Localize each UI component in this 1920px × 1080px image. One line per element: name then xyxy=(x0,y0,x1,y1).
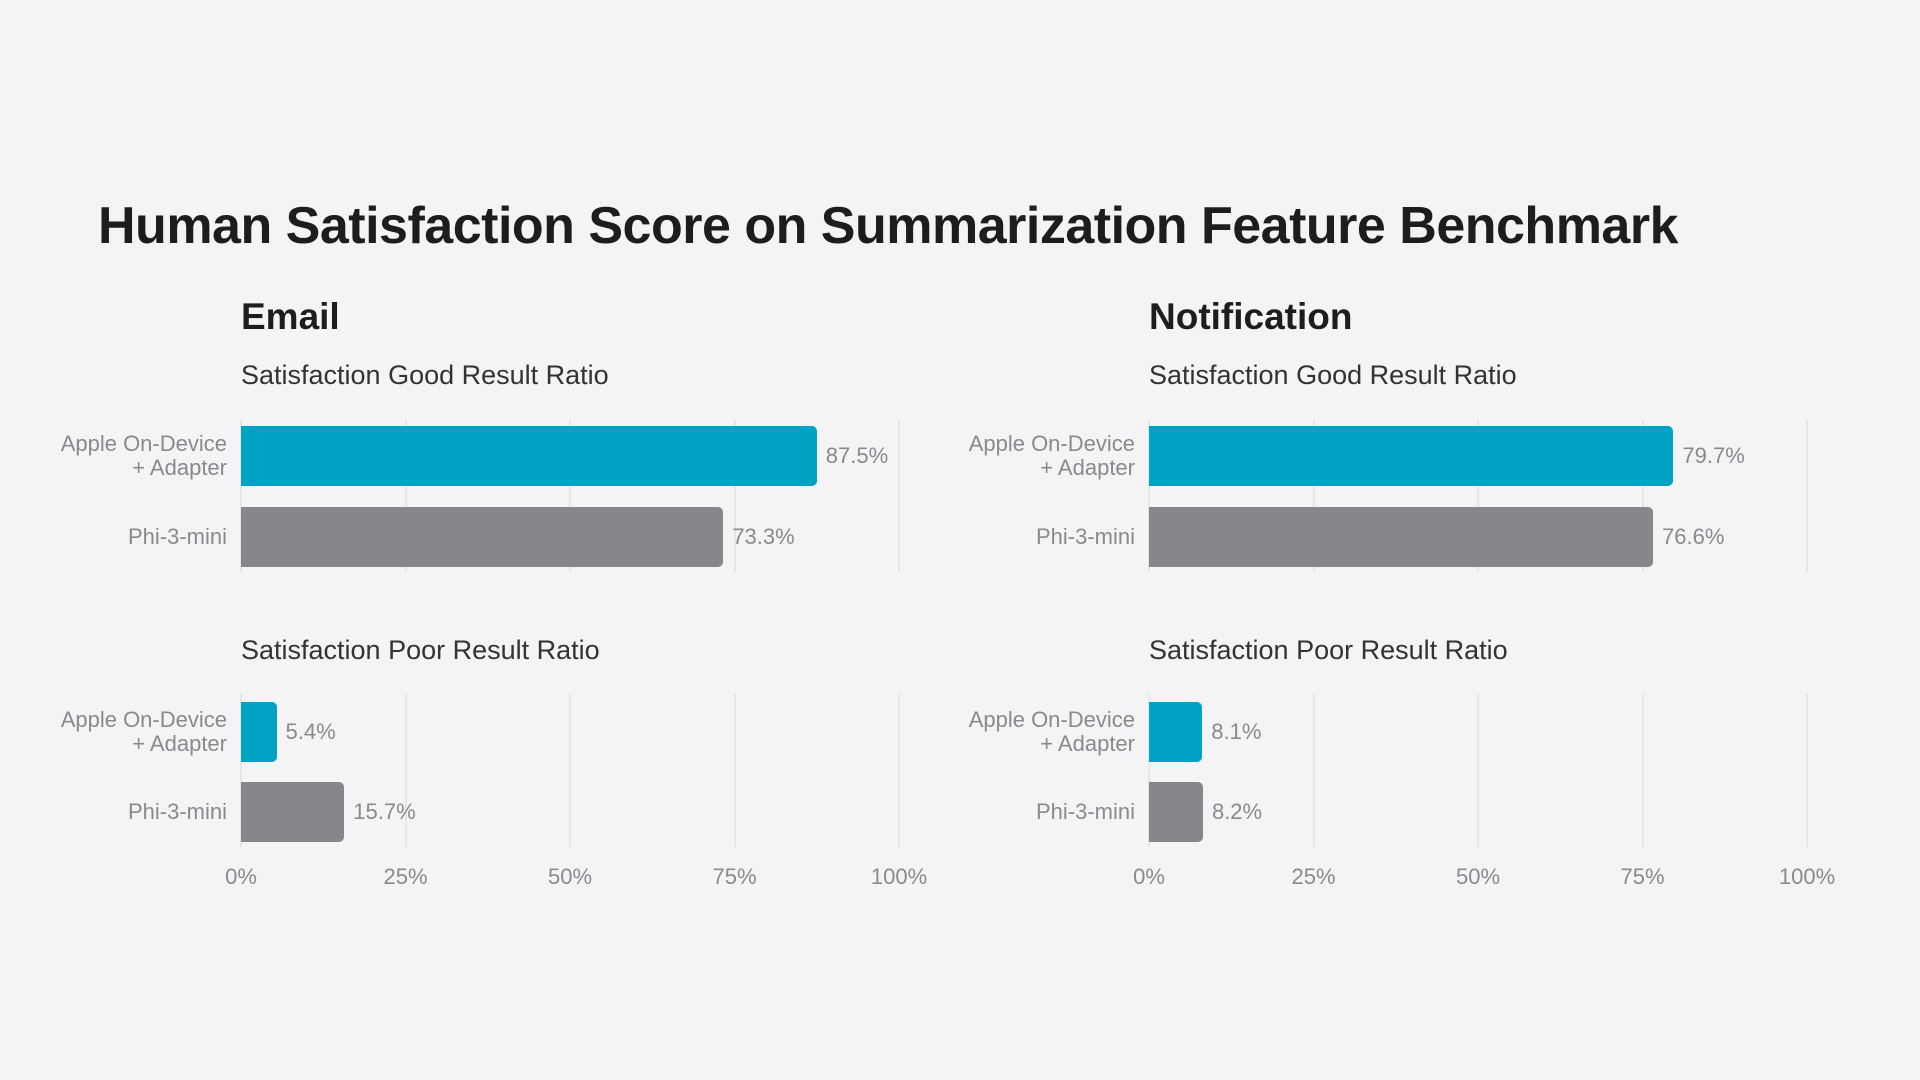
value-label: 79.7% xyxy=(1682,443,1745,468)
grid-line xyxy=(898,419,900,572)
grid-line xyxy=(1148,419,1150,572)
value-label: 8.1% xyxy=(1211,719,1262,744)
grid-line xyxy=(1806,419,1808,572)
bar xyxy=(1149,426,1674,486)
value-label: 5.4% xyxy=(285,719,336,744)
x-tick-label: 50% xyxy=(1455,864,1501,889)
grid-line xyxy=(1312,419,1315,572)
grid-line xyxy=(569,694,571,847)
x-tick-label: 25% xyxy=(383,864,428,889)
value-label: 15.7% xyxy=(353,799,416,824)
x-tick-label: 0% xyxy=(1133,864,1165,889)
subtitle: Satisfaction Good Result Ratio xyxy=(241,360,609,390)
bar xyxy=(241,507,724,567)
grid-line xyxy=(733,694,736,847)
grid-line xyxy=(1477,419,1479,572)
x-tick-label: 25% xyxy=(1291,864,1336,889)
bar xyxy=(1149,702,1203,762)
x-tick-label: 75% xyxy=(1620,864,1665,889)
grid-line xyxy=(1806,694,1808,847)
bar xyxy=(241,426,817,486)
grid-line xyxy=(1148,694,1150,847)
grid-line xyxy=(1312,694,1315,847)
panel-title: Notification xyxy=(1149,296,1353,337)
subtitle: Satisfaction Good Result Ratio xyxy=(1149,360,1517,390)
bar xyxy=(1149,507,1654,567)
grid-line xyxy=(240,419,242,572)
category-label: Phi-3-mini xyxy=(1035,524,1135,549)
bar xyxy=(1149,782,1203,842)
category-label: Phi-3-mini xyxy=(127,524,227,549)
category-label: Apple On-Device + Adapter xyxy=(60,431,227,480)
grid-line xyxy=(240,694,242,847)
bar xyxy=(241,782,345,842)
bar xyxy=(241,702,277,762)
x-tick-label: 100% xyxy=(870,864,928,889)
grid-line xyxy=(569,419,571,572)
value-label: 8.2% xyxy=(1211,799,1263,824)
grid-line xyxy=(404,694,407,847)
x-tick-label: 75% xyxy=(712,864,757,889)
category-label: Phi-3-mini xyxy=(1035,799,1135,824)
subtitle: Satisfaction Poor Result Ratio xyxy=(241,635,600,665)
subtitle: Satisfaction Poor Result Ratio xyxy=(1149,635,1508,665)
category-label: Apple On-Device + Adapter xyxy=(60,707,227,756)
value-label: 73.3% xyxy=(732,524,795,549)
panel-title: Email xyxy=(241,296,340,337)
x-tick-label: 100% xyxy=(1778,864,1836,889)
x-tick-label: 0% xyxy=(225,864,257,889)
value-label: 87.5% xyxy=(825,443,889,468)
category-label: Apple On-Device + Adapter xyxy=(968,431,1135,480)
category-label: Phi-3-mini xyxy=(127,799,227,824)
value-label: 76.6% xyxy=(1662,524,1725,549)
category-label: Apple On-Device + Adapter xyxy=(968,707,1135,756)
page-title: Human Satisfaction Score on Summarizatio… xyxy=(98,197,1679,255)
grid-line xyxy=(898,694,900,847)
grid-line xyxy=(733,419,736,572)
grid-line xyxy=(1641,419,1644,572)
x-tick-label: 50% xyxy=(547,864,593,889)
grid-line xyxy=(1641,694,1644,847)
grid-line xyxy=(404,419,407,572)
grid-line xyxy=(1477,694,1479,847)
